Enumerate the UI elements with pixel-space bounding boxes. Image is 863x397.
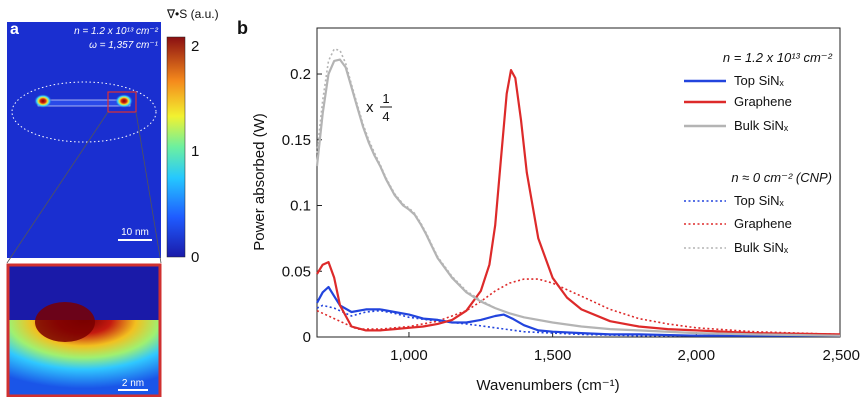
zoom-line-right (135, 111, 162, 264)
scale-annotation-prefix: x (366, 99, 374, 116)
panel-a-label: a (10, 21, 19, 38)
scale-annotation-numerator: 1 (382, 91, 389, 106)
computational-ellipse (11, 81, 157, 143)
hotspot-right (115, 94, 133, 108)
legend-label-doped-2: Bulk SiNₓ (734, 118, 789, 133)
colorbar (166, 36, 186, 258)
series-doped-0 (316, 285, 840, 337)
zoom-line-left (6, 111, 109, 264)
series-cnp-4 (316, 278, 841, 336)
zoom-inset: 2 nm (6, 263, 162, 397)
legend-label-cnp-4: Graphene (734, 216, 792, 231)
legend-group-cnp-title: n ≈ 0 cm⁻² (CNP) (731, 170, 832, 185)
series-doped-2 (315, 58, 841, 337)
y-tick-label: 0 (303, 329, 311, 346)
colorbar-tick-1: 1 (191, 143, 199, 160)
hotspot-left (34, 94, 52, 108)
y-axis-label: Power absorbed (W) (251, 113, 268, 251)
carrier-density-label: n = 1.2 x 10¹³ cm⁻² (74, 26, 159, 37)
colorbar-title: ∇•S (a.u.) (166, 7, 219, 21)
scale-bar-main-label: 10 nm (121, 227, 149, 238)
frequency-label: ω = 1,357 cm⁻¹ (89, 40, 159, 51)
y-axis: 0 0.05 0.1 0.15 0.2 (282, 66, 322, 346)
y-tick-label: 0.2 (290, 66, 311, 83)
scale-bar-inset-label: 2 nm (122, 378, 144, 389)
legend-label-doped-1: Graphene (734, 94, 792, 109)
panel-a: a n = 1.2 x 10¹³ cm⁻² ω = 1,357 cm⁻¹ 10 … (6, 7, 219, 397)
x-axis-label: Wavenumbers (cm⁻¹) (476, 377, 619, 394)
zoom-box (107, 91, 137, 113)
colorbar-tick-0: 0 (191, 249, 199, 266)
x-tick-label: 2,000 (678, 347, 716, 364)
y-tick-label: 0.15 (282, 132, 311, 149)
panel-b-label: b (237, 18, 248, 38)
inset-field (8, 320, 160, 396)
legend-label-doped-0: Top SiNₓ (734, 73, 785, 88)
plot-series (315, 48, 841, 337)
x-axis: 1,000 1,500 2,000 2,500 (390, 332, 860, 364)
colorbar-tick-2: 2 (191, 38, 199, 55)
x-tick-label: 1,000 (390, 347, 428, 364)
legend: n = 1.2 x 10¹³ cm⁻² Top SiNₓ Graphene Bulk… (684, 50, 833, 255)
field-map (7, 22, 161, 258)
legend-label-cnp-3: Top SiNₓ (734, 193, 785, 208)
scale-annotation: x 1 4 (366, 91, 392, 124)
panel-b: b 0 0.05 0.1 0.15 0.2 1,000 1,500 2,000 2,500 P… (237, 18, 860, 394)
legend-items: Top SiNₓ Graphene Bulk SiNₓ Top SiNₓ Graphen… (684, 73, 792, 255)
legend-label-cnp-5: Bulk SiNₓ (734, 240, 789, 255)
y-tick-label: 0.1 (290, 198, 311, 215)
x-tick-label: 2,500 (822, 347, 860, 364)
plot-frame (316, 27, 841, 338)
series-doped-1 (316, 68, 841, 336)
legend-group-doped-title: n = 1.2 x 10¹³ cm⁻² (723, 50, 833, 65)
inset-frame (6, 263, 162, 397)
scale-annotation-denominator: 4 (382, 109, 389, 124)
y-tick-label: 0.05 (282, 263, 311, 280)
x-tick-label: 1,500 (534, 347, 572, 364)
inset-hotspot (35, 302, 95, 342)
